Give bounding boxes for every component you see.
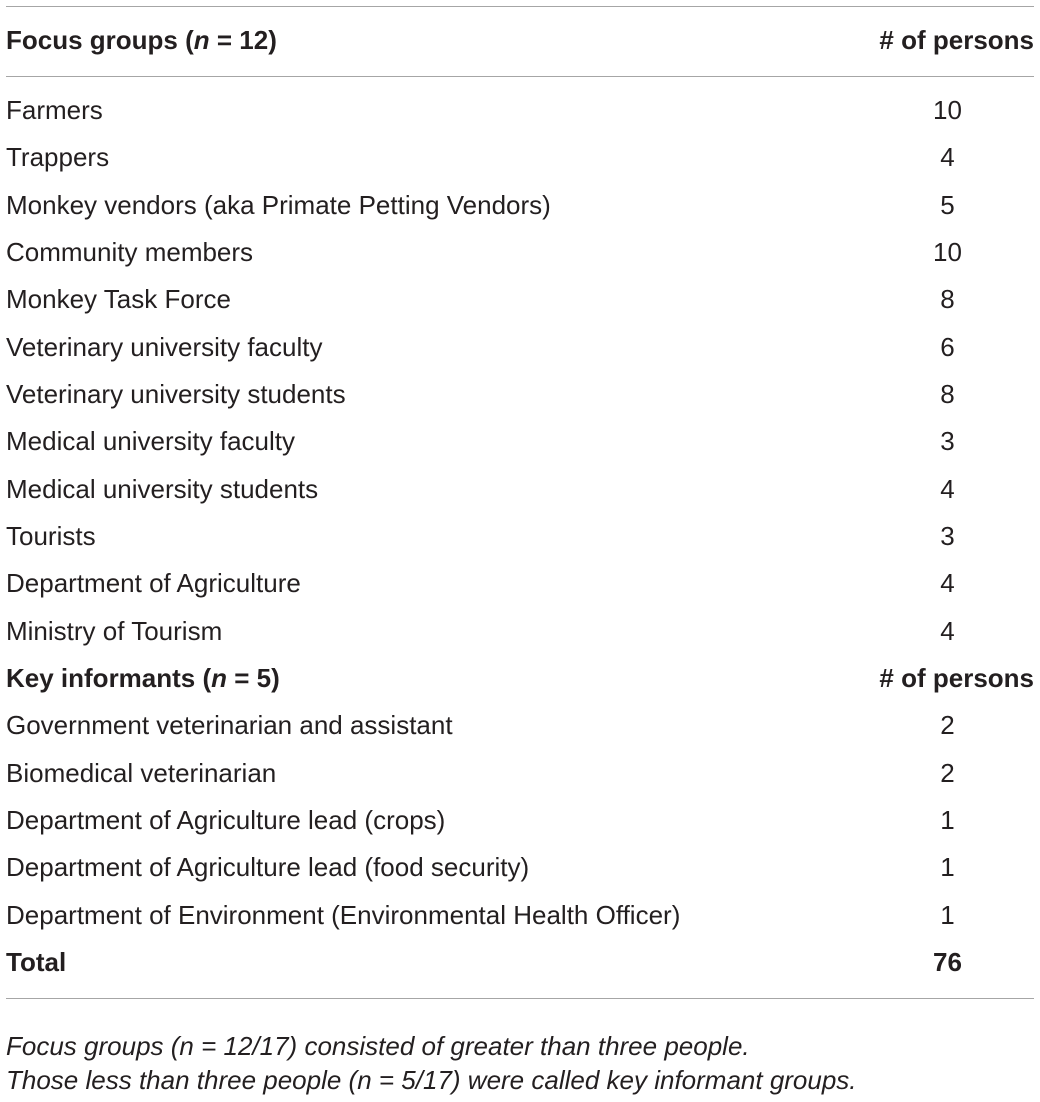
row-value: 4: [940, 474, 955, 504]
row-value: 10: [933, 237, 962, 267]
row-value: 8: [940, 379, 955, 409]
table-row: Tourists 3: [6, 513, 1034, 560]
row-value: 1: [940, 805, 955, 835]
row-label: Medical university faculty: [6, 426, 295, 456]
table-top-rule: [6, 6, 1034, 7]
table-row: Farmers 10: [6, 87, 1034, 134]
row-label: Ministry of Tourism: [6, 616, 223, 646]
table-row: Biomedical veterinarian 2: [6, 750, 1034, 797]
table-row: Medical university students 4: [6, 466, 1034, 513]
total-label: Total: [6, 947, 67, 977]
table-row: Department of Agriculture 4: [6, 560, 1034, 607]
row-label: Department of Environment (Environmental…: [6, 900, 681, 930]
focus-groups-count-header: # of persons: [879, 25, 1034, 55]
row-value: 6: [940, 332, 955, 362]
row-label: Monkey Task Force: [6, 284, 231, 314]
row-label: Department of Agriculture lead (crops): [6, 805, 446, 835]
row-label: Tourists: [6, 521, 96, 551]
table-row: Ministry of Tourism 4: [6, 608, 1034, 655]
row-label: Medical university students: [6, 474, 319, 504]
row-value: 4: [940, 142, 955, 172]
focus-groups-header-row: Focus groups (n = 12) # of persons: [6, 17, 1034, 64]
row-label: Veterinary university students: [6, 379, 346, 409]
row-label: Government veterinarian and assistant: [6, 710, 453, 740]
total-value: 76: [933, 947, 962, 977]
table-row: Trappers 4: [6, 134, 1034, 181]
focus-groups-header-label: Focus groups (n = 12): [6, 25, 277, 55]
row-value: 5: [940, 190, 955, 220]
row-label: Department of Agriculture lead (food sec…: [6, 852, 530, 882]
table-bottom-rule: [6, 998, 1034, 999]
footnote-focus-groups: Focus groups (n = 12/17) consisted of gr…: [6, 1031, 750, 1061]
table-row: Government veterinarian and assistant 2: [6, 702, 1034, 749]
row-value: 10: [933, 95, 962, 125]
key-informants-count-header: # of persons: [879, 663, 1034, 693]
table-row: Veterinary university students 8: [6, 371, 1034, 418]
row-value: 3: [940, 426, 955, 456]
row-label: Veterinary university faculty: [6, 332, 323, 362]
table-row: Monkey vendors (aka Primate Petting Vend…: [6, 182, 1034, 229]
key-informants-header-label: Key informants (n = 5): [6, 663, 280, 693]
row-value: 3: [940, 521, 955, 551]
row-label: Biomedical veterinarian: [6, 758, 277, 788]
key-informants-header-row: Key informants (n = 5) # of persons: [6, 655, 1034, 702]
table-row: Department of Environment (Environmental…: [6, 892, 1034, 939]
table-row: Veterinary university faculty 6: [6, 324, 1034, 371]
row-label: Monkey vendors (aka Primate Petting Vend…: [6, 190, 551, 220]
row-value: 2: [940, 710, 955, 740]
row-label: Department of Agriculture: [6, 568, 301, 598]
row-value: 4: [940, 568, 955, 598]
table-row: Department of Agriculture lead (crops) 1: [6, 797, 1034, 844]
footnote-key-informants: Those less than three people (n = 5/17) …: [6, 1065, 857, 1095]
table-row: Medical university faculty 3: [6, 418, 1034, 465]
row-value: 8: [940, 284, 955, 314]
table-row: Monkey Task Force 8: [6, 276, 1034, 323]
total-row: Total 76: [6, 939, 1034, 986]
table-row: Community members 10: [6, 229, 1034, 276]
row-value: 2: [940, 758, 955, 788]
row-value: 1: [940, 900, 955, 930]
row-value: 4: [940, 616, 955, 646]
table-header-rule: [6, 76, 1034, 77]
row-label: Farmers: [6, 95, 103, 125]
row-value: 1: [940, 852, 955, 882]
row-label: Trappers: [6, 142, 110, 172]
table-row: Department of Agriculture lead (food sec…: [6, 844, 1034, 891]
row-label: Community members: [6, 237, 254, 267]
